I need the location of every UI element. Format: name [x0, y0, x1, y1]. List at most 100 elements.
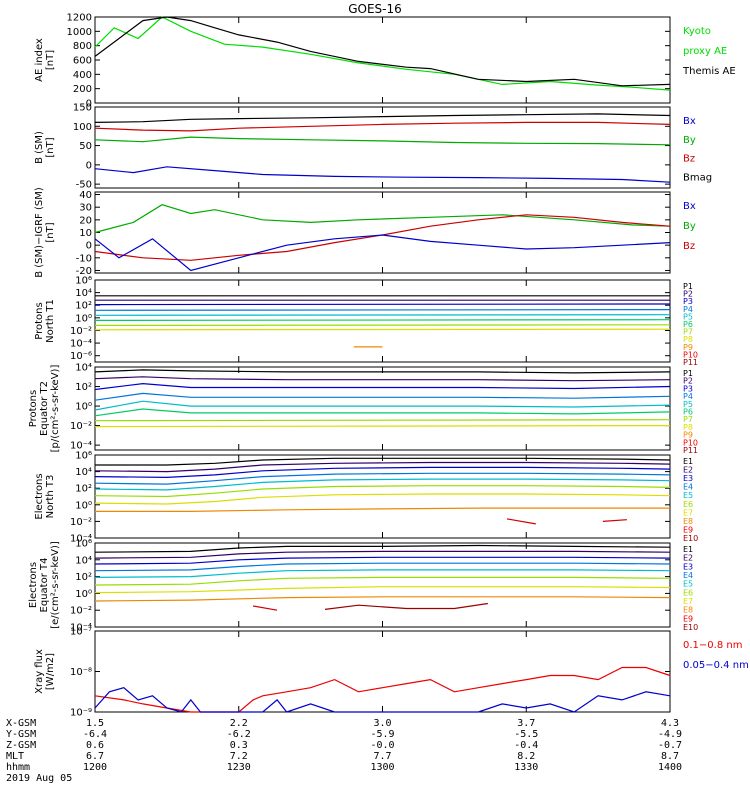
series-e2	[94, 550, 671, 559]
y-tick-label: 10⁻⁴	[70, 534, 92, 545]
series-by	[94, 204, 671, 234]
y-tick-label: 10⁻⁷	[70, 627, 92, 638]
y-tick-label: 10²	[75, 382, 92, 393]
ephemeris-value: -5.9	[370, 729, 394, 740]
y-tick-label: 10⁴	[75, 363, 92, 374]
series-e5	[94, 569, 671, 579]
y-tick-label: 10⁻⁴	[70, 339, 92, 350]
legend-entry: P2	[683, 290, 693, 299]
series-p4	[94, 309, 671, 311]
legend-entry: E1	[683, 545, 693, 554]
legend-entry: P2	[683, 377, 693, 386]
ephemeris-value: 1200	[83, 762, 107, 773]
series-themis-ae	[94, 16, 671, 87]
legend-entry: Themis AE	[682, 66, 736, 77]
ephemeris-value: 3.7	[517, 718, 535, 729]
y-tick-label: 10⁻⁴	[70, 623, 92, 634]
y-axis-label: [nT]	[45, 137, 56, 157]
ephemeris-value: 1400	[658, 762, 682, 773]
legend-entry: Bz	[683, 241, 695, 252]
ephemeris-value: 1.5	[86, 718, 104, 729]
y-axis-label: North T3	[45, 475, 56, 519]
y-tick-label: 50	[79, 141, 92, 152]
y-tick-label: 1200	[67, 13, 92, 24]
legend-entry: E8	[683, 606, 693, 615]
series-e4	[94, 562, 671, 572]
y-tick-label: 10⁻⁸	[70, 667, 92, 678]
legend-entry: E10	[683, 534, 698, 543]
series-e4	[94, 472, 671, 485]
panel-frame	[94, 279, 671, 363]
y-tick-label: 10⁻²	[70, 517, 92, 528]
series-e3	[94, 556, 671, 565]
legend-entry: P1	[683, 282, 693, 291]
ephemeris-value: 1330	[514, 762, 538, 773]
y-tick-label: 10⁶	[75, 539, 92, 550]
legend-entry: P11	[683, 446, 698, 455]
series-0-05-0-4-nm	[94, 687, 671, 713]
y-tick-label: 0	[86, 99, 92, 110]
legend-entry: E3	[683, 474, 693, 483]
y-axis-label: [nT]	[45, 222, 56, 242]
legend-entry: P1	[683, 369, 693, 378]
plot-title: GOES-16	[348, 2, 402, 16]
ephemeris-value: 6.7	[86, 751, 104, 762]
y-tick-label: 10⁻²	[70, 421, 92, 432]
legend-entry: E6	[683, 588, 693, 597]
ephemeris-label: hhmm	[6, 762, 30, 773]
series-p8	[94, 425, 671, 428]
series-e5	[94, 478, 671, 491]
y-tick-label: 10⁻²	[70, 326, 92, 337]
ephemeris-value: 1230	[227, 762, 251, 773]
legend-entry: P6	[683, 408, 693, 417]
legend-entry: Bx	[683, 116, 696, 127]
series-0-1-0-8-nm	[94, 666, 671, 713]
y-axis-label: Equator T4	[39, 558, 50, 613]
series-e9a	[506, 518, 536, 525]
ephemeris-value: 7.2	[230, 751, 248, 762]
legend-entry: P3	[683, 297, 693, 306]
series-p6	[94, 319, 671, 321]
legend-entry: P7	[683, 415, 693, 424]
series-p7	[94, 324, 671, 326]
y-tick-label: 0	[86, 160, 92, 171]
y-tick-label: 30	[79, 203, 92, 214]
y-axis-label: Electrons	[34, 473, 45, 519]
y-tick-label: 40	[79, 190, 92, 201]
y-axis-label: [e/(cm²-s-sr-keV)]	[50, 541, 61, 629]
legend-entry: 0.05−0.4 nm	[683, 660, 749, 671]
legend-entry: P4	[683, 392, 693, 401]
y-tick-label: 10⁶	[75, 276, 92, 287]
legend-entry: By	[683, 221, 696, 232]
legend-entry: E9	[683, 525, 693, 534]
legend-entry: P7	[683, 328, 693, 337]
date-label: 2019 Aug 05	[6, 773, 72, 784]
y-axis-label: [nT]	[45, 50, 56, 70]
y-tick-label: -10	[76, 253, 92, 264]
legend-entry: E4	[683, 483, 693, 492]
panel-1: 0 200 400 600 800 1000 1200 AE index [nT] Kyoto pr…	[34, 13, 736, 110]
y-tick-label: 10⁴	[75, 555, 92, 566]
legend-entry: P5	[683, 400, 693, 409]
ephemeris-value: 7.7	[373, 751, 391, 762]
y-axis-label: North T1	[45, 299, 56, 343]
series-e1	[95, 457, 671, 466]
legend-entry: By	[683, 135, 696, 146]
legend-entry: P4	[683, 305, 693, 314]
legend-entry: 0.1−0.8 nm	[683, 640, 742, 651]
y-tick-label: 10⁴	[75, 467, 92, 478]
legend-entry: E8	[683, 517, 693, 526]
legend-entry: E5	[683, 491, 693, 500]
ephemeris-value: -5.5	[514, 729, 538, 740]
ephemeris-value: 4.3	[661, 718, 679, 729]
y-axis-label: B (SM)	[34, 131, 45, 164]
series-e6	[94, 485, 671, 498]
series-e9a	[252, 605, 278, 611]
y-tick-label: 200	[73, 84, 92, 95]
series-p3	[94, 303, 671, 306]
ephemeris-label: Z-GSM	[6, 740, 36, 751]
series-bz	[94, 214, 671, 261]
y-tick-label: 800	[73, 41, 92, 52]
